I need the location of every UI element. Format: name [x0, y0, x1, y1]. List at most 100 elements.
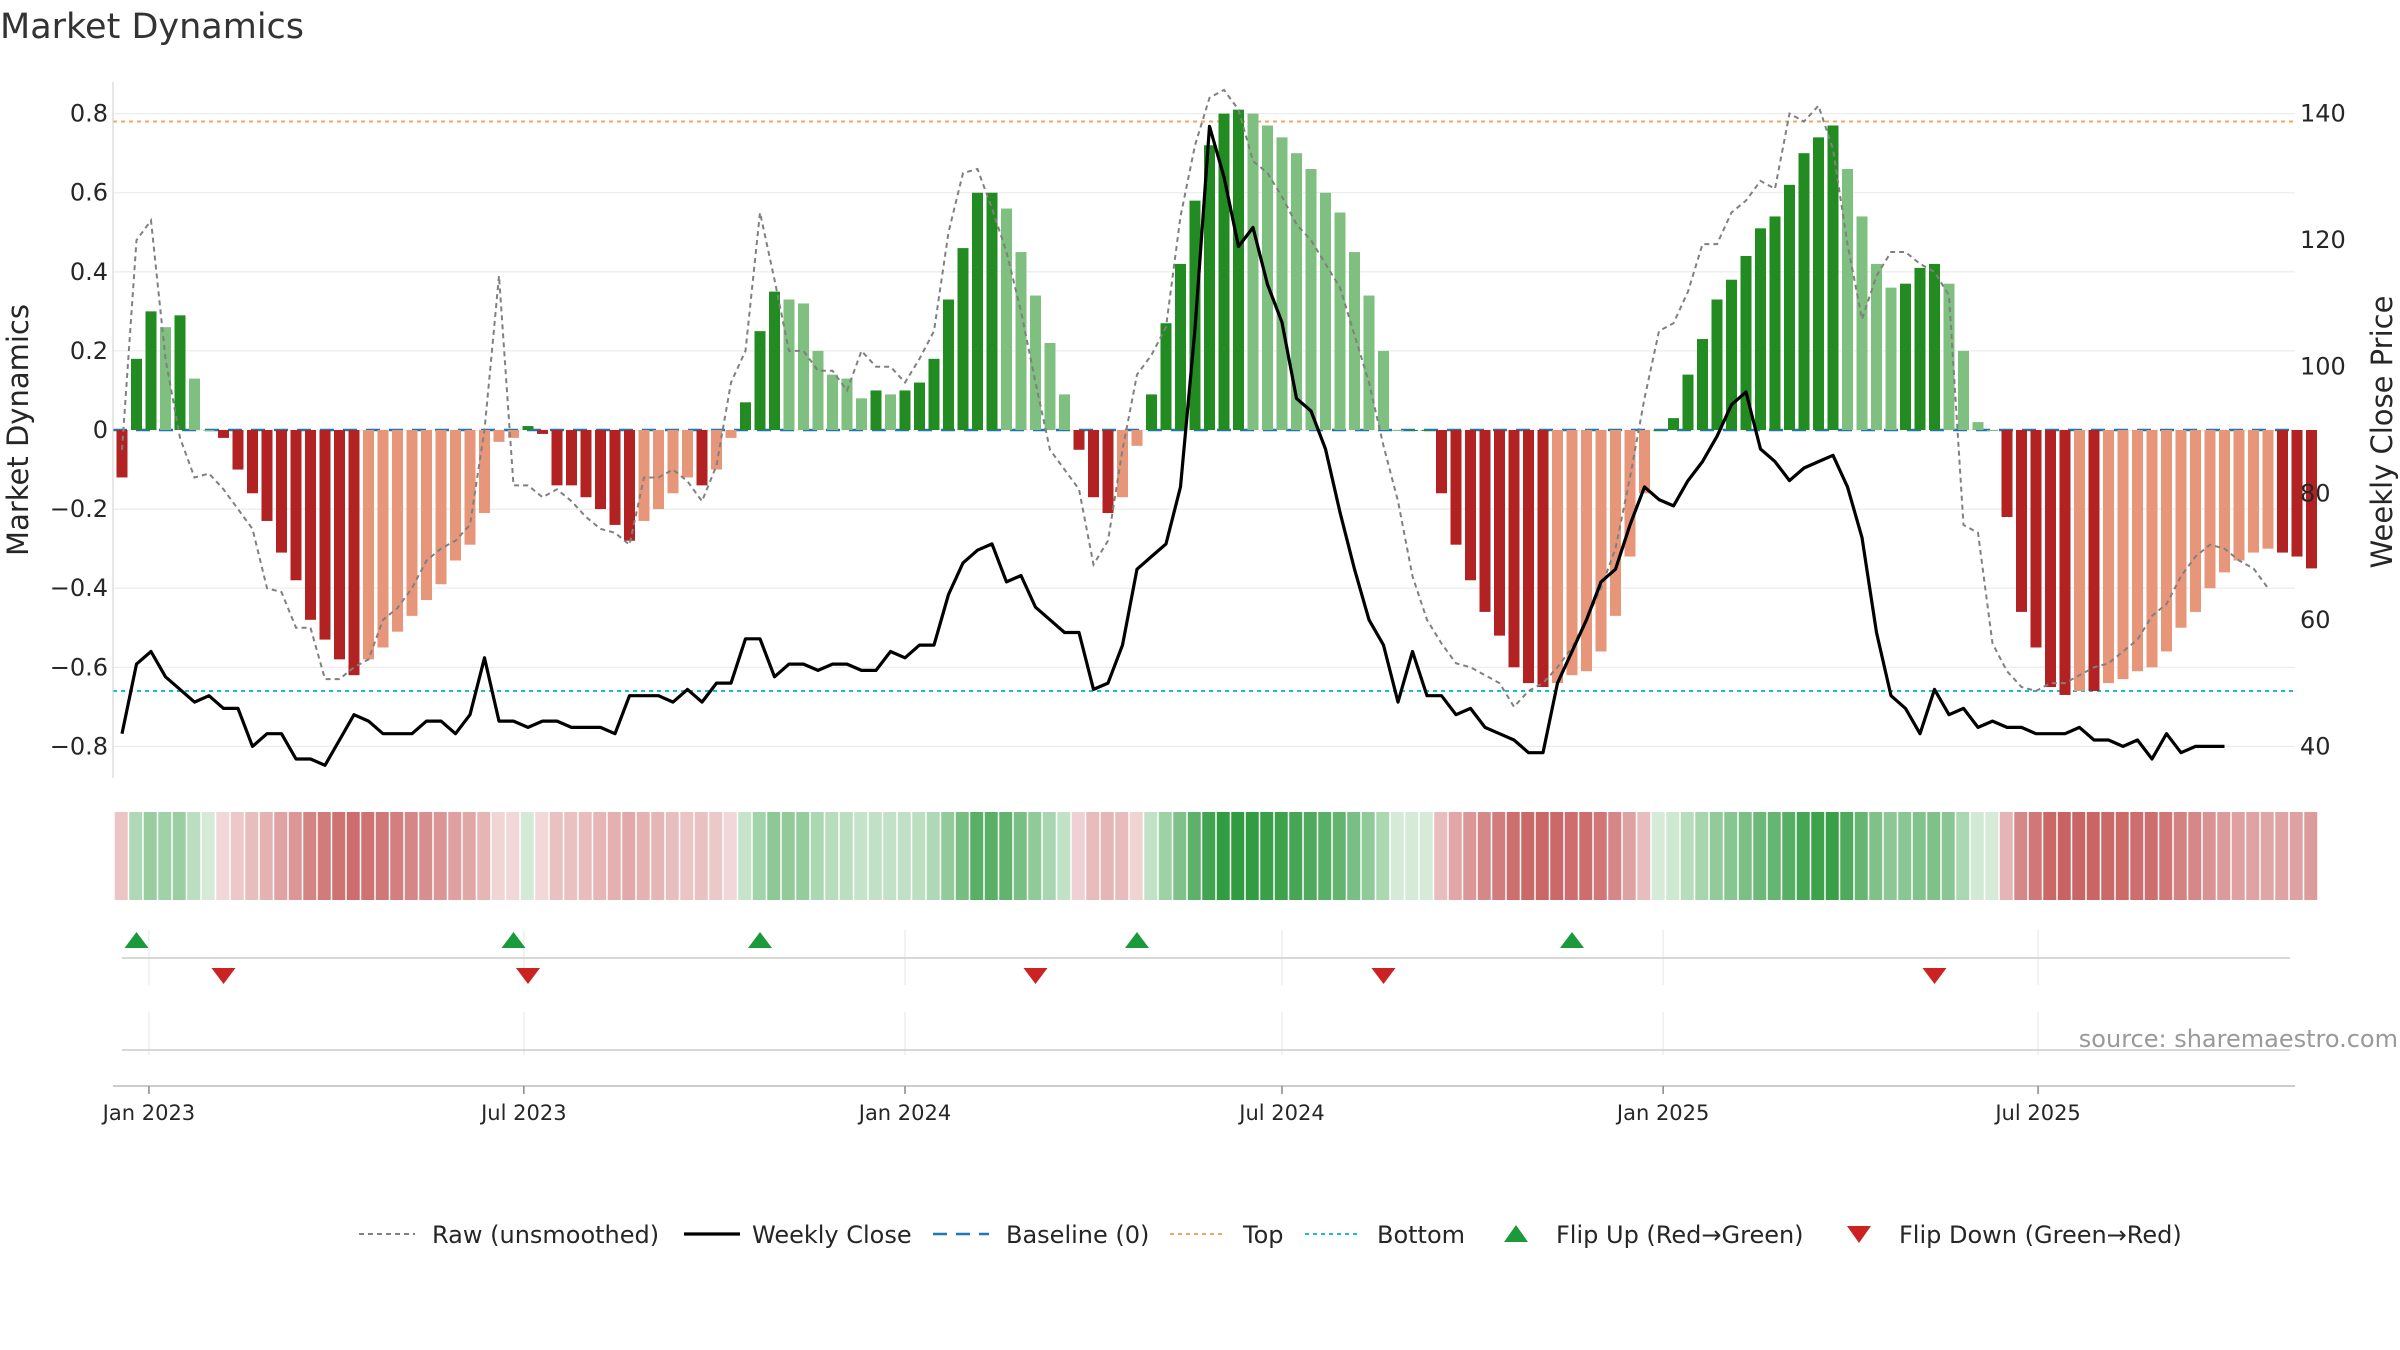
right-tick-label: 100 [2300, 353, 2346, 381]
regime-cell [999, 812, 1014, 900]
dynamics-bar [2306, 430, 2317, 569]
regime-cell [2043, 812, 2058, 900]
regime-cell [187, 812, 202, 900]
regime-cell [1840, 812, 1855, 900]
regime-cell [2217, 812, 2232, 900]
dynamics-bar [972, 192, 983, 430]
left-tick-label: 0.8 [70, 100, 108, 128]
dynamics-bar [1233, 109, 1244, 430]
right-axis-title: Weekly Close Price [2365, 296, 2399, 569]
dynamics-bar [1204, 145, 1215, 431]
dynamics-bar [1682, 374, 1694, 430]
regime-cell [375, 812, 391, 900]
regime-cell [201, 812, 217, 900]
dynamics-bar [1102, 430, 1114, 514]
dynamics-bar [1653, 430, 1665, 431]
right-axis-ticks: 140 120 100 80 60 40 [2300, 100, 2346, 761]
regime-cell [506, 812, 521, 900]
dynamics-bar [145, 311, 157, 430]
dynamics-bar [1552, 430, 1563, 684]
regime-cell [1202, 812, 1217, 900]
regime-cell [419, 812, 434, 900]
dynamics-bar [1160, 323, 1172, 430]
regime-cell [491, 812, 507, 900]
dynamics-bar [1015, 252, 1027, 430]
regime-cell [1579, 812, 1594, 900]
regime-cell [1419, 812, 1435, 900]
regime-cell [1013, 812, 1029, 900]
regime-cell [1492, 812, 1507, 900]
dynamics-bar [1943, 283, 1955, 430]
legend-label: Raw (unsmoothed) [432, 1221, 659, 1249]
regime-cell [1738, 812, 1754, 900]
dynamics-bar [537, 430, 548, 434]
flip-down-marker [1371, 968, 1396, 984]
flip-down-marker [1023, 968, 1048, 984]
weekly-close-series [120, 124, 2225, 767]
dynamics-bar [1262, 125, 1273, 430]
dynamics-bar [1320, 192, 1331, 430]
regime-cell [2130, 812, 2145, 900]
legend-label: Weekly Close [752, 1221, 912, 1249]
regime-cell [1622, 812, 1638, 900]
legend-label: Bottom [1377, 1221, 1465, 1249]
regime-cell [2231, 812, 2247, 900]
regime-cell [462, 812, 478, 900]
dynamics-bar [711, 430, 722, 470]
regime-strip [114, 812, 2321, 900]
regime-cell [1173, 812, 1188, 900]
left-tick-label: −0.6 [50, 653, 108, 681]
dynamics-bar [1378, 350, 1389, 430]
dynamics-bar [1305, 169, 1317, 430]
dynamics-bar [1175, 263, 1186, 430]
regime-cell [1709, 812, 1725, 900]
regime-cell [607, 812, 623, 900]
dynamics-bar [928, 358, 940, 430]
dynamics-bar [1073, 430, 1085, 450]
regime-cell [1332, 812, 1348, 900]
dynamics-bar [1798, 153, 1810, 430]
regime-cell [1869, 812, 1884, 900]
regime-cell [2202, 812, 2218, 900]
dynamics-bar [203, 430, 215, 431]
regime-cell [767, 812, 782, 900]
raw-series [121, 88, 2269, 709]
regime-cell [1999, 812, 2015, 900]
regime-cell [970, 812, 985, 900]
legend-label: Baseline (0) [1006, 1221, 1149, 1249]
legend-item-flip-up: Flip Up (Red→Green) [1504, 1221, 1804, 1249]
regime-cell [1042, 812, 1058, 900]
dynamics-bar [160, 327, 171, 430]
regime-cell [1506, 812, 1522, 900]
regime-cell [2188, 812, 2203, 900]
dynamics-bar [1581, 430, 1592, 672]
regime-cell [810, 812, 826, 900]
regime-cell [796, 812, 811, 900]
dynamics-bar [1624, 430, 1636, 557]
left-axis-ticks: 0.8 0.6 0.4 0.2 0 −0.2 −0.4 −0.6 −0.8 [50, 100, 108, 761]
x-tick-label: Jul 2024 [1237, 1101, 1324, 1125]
dynamics-bar [740, 402, 751, 430]
regime-cell [1245, 812, 1261, 900]
x-tick-label: Jul 2023 [479, 1101, 566, 1125]
dynamics-bar [827, 374, 838, 430]
regime-cell [259, 812, 275, 900]
regime-cell [1985, 812, 2000, 900]
dynamics-bar [1537, 430, 1549, 688]
dynamics-bars [116, 109, 2317, 695]
dynamics-bar [435, 430, 447, 585]
dynamics-bar [1508, 430, 1520, 668]
dynamics-bar [1523, 430, 1534, 684]
dynamics-bar [508, 430, 519, 438]
dynamics-bar [1465, 430, 1476, 581]
regime-cell [2260, 812, 2276, 900]
regime-cell [317, 812, 333, 900]
regime-cell [361, 812, 376, 900]
regime-cell [1260, 812, 1275, 900]
regime-cell [1782, 812, 1797, 900]
left-axis-title: Market Dynamics [1, 304, 35, 556]
regime-cell [854, 812, 869, 900]
flip-up-marker [1125, 932, 1149, 948]
regime-cell [2144, 812, 2160, 900]
